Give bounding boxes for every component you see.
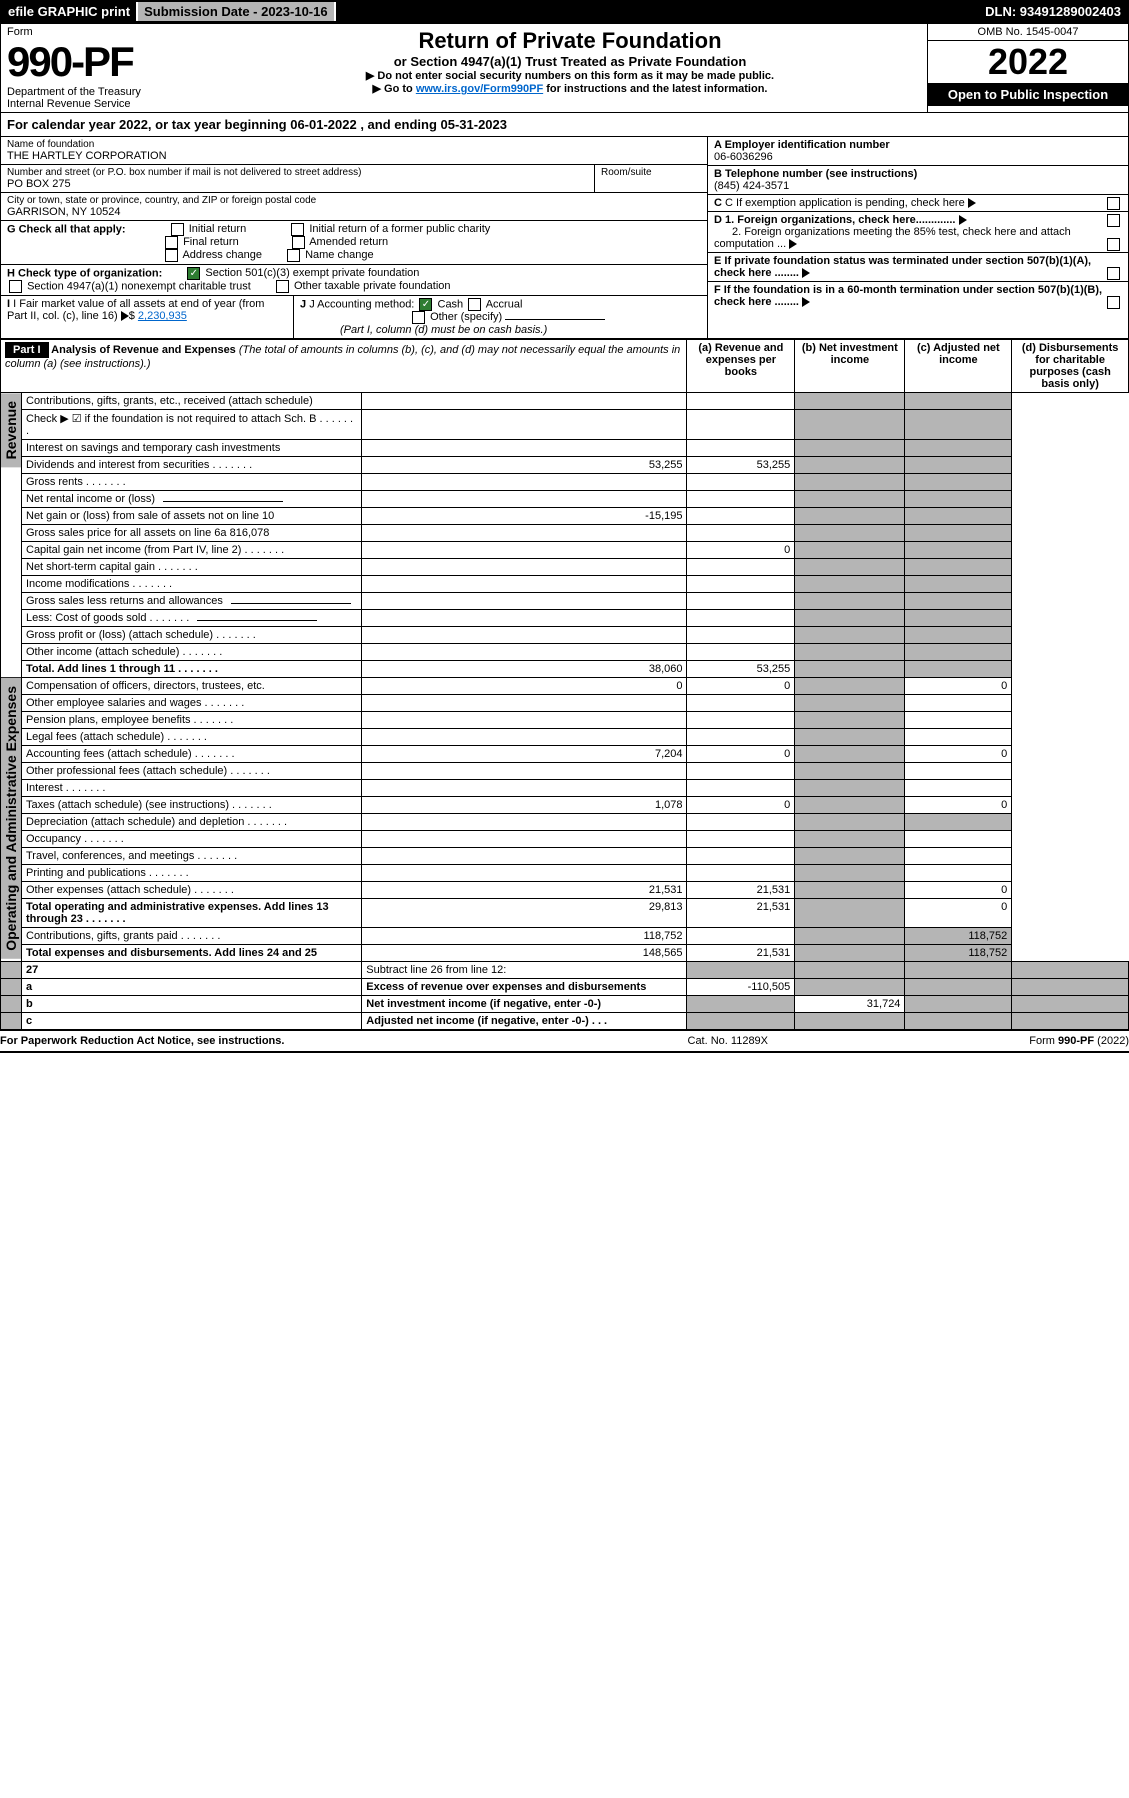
table-row: Interest on savings and temporary cash i… xyxy=(1,440,1129,457)
dept-treasury: Department of the Treasury xyxy=(7,86,207,98)
omb-number: OMB No. 1545-0047 xyxy=(928,24,1128,41)
section-d: D 1. Foreign organizations, check here..… xyxy=(708,212,1128,253)
cb-other[interactable] xyxy=(412,311,425,324)
part1-label: Part I xyxy=(5,342,49,358)
col-d: (d) Disbursements for charitable purpose… xyxy=(1012,340,1129,393)
table-row: Travel, conferences, and meetings . . . … xyxy=(1,848,1129,865)
table-row: Other professional fees (attach schedule… xyxy=(1,763,1129,780)
dln: DLN: 93491289002403 xyxy=(979,2,1127,21)
table-row: Net rental income or (loss) xyxy=(1,491,1129,508)
section-g: G Check all that apply: Initial return I… xyxy=(1,221,707,265)
irs: Internal Revenue Service xyxy=(7,98,207,110)
col-c: (c) Adjusted net income xyxy=(905,340,1012,393)
table-row: Compensation of officers, directors, tru… xyxy=(1,678,1129,695)
topbar: efile GRAPHIC print Submission Date - 20… xyxy=(0,0,1129,23)
table-row: Interest . . . . . . . xyxy=(1,780,1129,797)
table-row: Taxes (attach schedule) (see instruction… xyxy=(1,797,1129,814)
col-b: (b) Net investment income xyxy=(795,340,905,393)
table-row: Contributions, gifts, grants, etc., rece… xyxy=(1,393,1129,410)
arrow-icon xyxy=(121,311,129,321)
cb-501c3[interactable] xyxy=(187,267,200,280)
efile-label: efile GRAPHIC print xyxy=(2,2,138,21)
form-number: 990-PF xyxy=(7,38,207,86)
section-e: E If private foundation status was termi… xyxy=(708,253,1128,282)
table-row: Printing and publications . . . . . . . xyxy=(1,865,1129,882)
ein: 06-6036296 xyxy=(714,151,1122,163)
table-row: Legal fees (attach schedule) . . . . . .… xyxy=(1,729,1129,746)
table-row: Occupancy . . . . . . . xyxy=(1,831,1129,848)
tax-year: 2022 xyxy=(928,41,1128,83)
section-h: H Check type of organization: Section 50… xyxy=(1,265,707,296)
table-row: Pension plans, employee benefits . . . .… xyxy=(1,712,1129,729)
table-row: Total expenses and disbursements. Add li… xyxy=(1,945,1129,962)
calendar-year: For calendar year 2022, or tax year begi… xyxy=(0,113,1129,137)
note-link: ▶ Go to www.irs.gov/Form990PF for instru… xyxy=(217,82,923,95)
cb-other-tax[interactable] xyxy=(276,280,289,293)
table-row: bNet investment income (if negative, ent… xyxy=(1,996,1129,1013)
room-label: Room/suite xyxy=(601,167,701,178)
table-row: aExcess of revenue over expenses and dis… xyxy=(1,979,1129,996)
cb-accrual[interactable] xyxy=(468,298,481,311)
cb-4947[interactable] xyxy=(9,280,22,293)
form-word: Form xyxy=(7,26,207,38)
cb-address[interactable] xyxy=(165,249,178,262)
table-row: 27Subtract line 26 from line 12: xyxy=(1,962,1129,979)
section-c: C C If exemption application is pending,… xyxy=(708,195,1128,212)
form-id-block: Form 990-PF Department of the Treasury I… xyxy=(1,24,213,112)
table-row: Less: Cost of goods sold . . . . . . . xyxy=(1,610,1129,627)
table-row: Gross profit or (loss) (attach schedule)… xyxy=(1,627,1129,644)
foundation-name: THE HARTLEY CORPORATION xyxy=(7,150,701,162)
table-row: Check ▶ ☑ if the foundation is not requi… xyxy=(1,410,1129,440)
telephone: (845) 424-3571 xyxy=(714,180,1122,192)
table-row: Net short-term capital gain . . . . . . … xyxy=(1,559,1129,576)
section-f: F If the foundation is in a 60-month ter… xyxy=(708,282,1128,310)
form-year-block: OMB No. 1545-0047 2022 Open to Public In… xyxy=(927,24,1128,112)
table-row: Total. Add lines 1 through 11 . . . . . … xyxy=(1,661,1129,678)
city-state-zip: GARRISON, NY 10524 xyxy=(7,206,701,218)
table-row: Gross sales price for all assets on line… xyxy=(1,525,1129,542)
table-row: Contributions, gifts, grants paid . . . … xyxy=(1,928,1129,945)
address: PO BOX 275 xyxy=(7,178,588,190)
table-row: Gross sales less returns and allowances xyxy=(1,593,1129,610)
form-title-block: Return of Private Foundation or Section … xyxy=(213,24,927,112)
form-title: Return of Private Foundation xyxy=(217,28,923,54)
open-public: Open to Public Inspection xyxy=(928,83,1128,106)
form-no: Form 990-PF (2022) xyxy=(1029,1035,1129,1047)
fmv-link[interactable]: 2,230,935 xyxy=(138,310,187,322)
note-ssn: ▶ Do not enter social security numbers o… xyxy=(217,69,923,82)
table-row: Other employee salaries and wages . . . … xyxy=(1,695,1129,712)
table-row: Total operating and administrative expen… xyxy=(1,899,1129,928)
footer: For Paperwork Reduction Act Notice, see … xyxy=(0,1030,1129,1053)
form-header: Form 990-PF Department of the Treasury I… xyxy=(0,23,1129,113)
table-row: Net gain or (loss) from sale of assets n… xyxy=(1,508,1129,525)
col-a: (a) Revenue and expenses per books xyxy=(687,340,795,393)
table-row: Other expenses (attach schedule) . . . .… xyxy=(1,882,1129,899)
section-i: I I Fair market value of all assets at e… xyxy=(1,296,293,338)
table-row: Dividends and interest from securities .… xyxy=(1,457,1129,474)
submission-date: Submission Date - 2023-10-16 xyxy=(138,2,336,21)
cat-no: Cat. No. 11289X xyxy=(688,1035,769,1047)
form990pf-link[interactable]: www.irs.gov/Form990PF xyxy=(416,83,543,95)
part1-table: Part I Analysis of Revenue and Expenses … xyxy=(0,339,1129,1030)
table-row: Capital gain net income (from Part IV, l… xyxy=(1,542,1129,559)
table-row: cAdjusted net income (if negative, enter… xyxy=(1,1013,1129,1030)
table-row: Gross rents . . . . . . . xyxy=(1,474,1129,491)
pra-notice: For Paperwork Reduction Act Notice, see … xyxy=(0,1035,284,1047)
cb-cash[interactable] xyxy=(419,298,432,311)
cb-final[interactable] xyxy=(165,236,178,249)
cb-name[interactable] xyxy=(287,249,300,262)
foundation-name-block: Name of foundation THE HARTLEY CORPORATI… xyxy=(1,137,707,165)
table-row: Depreciation (attach schedule) and deple… xyxy=(1,814,1129,831)
table-row: Other income (attach schedule) . . . . .… xyxy=(1,644,1129,661)
cb-amended[interactable] xyxy=(292,236,305,249)
table-row: Income modifications . . . . . . . xyxy=(1,576,1129,593)
section-j: J J Accounting method: Cash Accrual Othe… xyxy=(293,296,707,338)
table-row: Accounting fees (attach schedule) . . . … xyxy=(1,746,1129,763)
entity-info: Name of foundation THE HARTLEY CORPORATI… xyxy=(0,137,1129,339)
cb-initial-former[interactable] xyxy=(291,223,304,236)
form-subtitle: or Section 4947(a)(1) Trust Treated as P… xyxy=(217,54,923,69)
cb-initial[interactable] xyxy=(171,223,184,236)
